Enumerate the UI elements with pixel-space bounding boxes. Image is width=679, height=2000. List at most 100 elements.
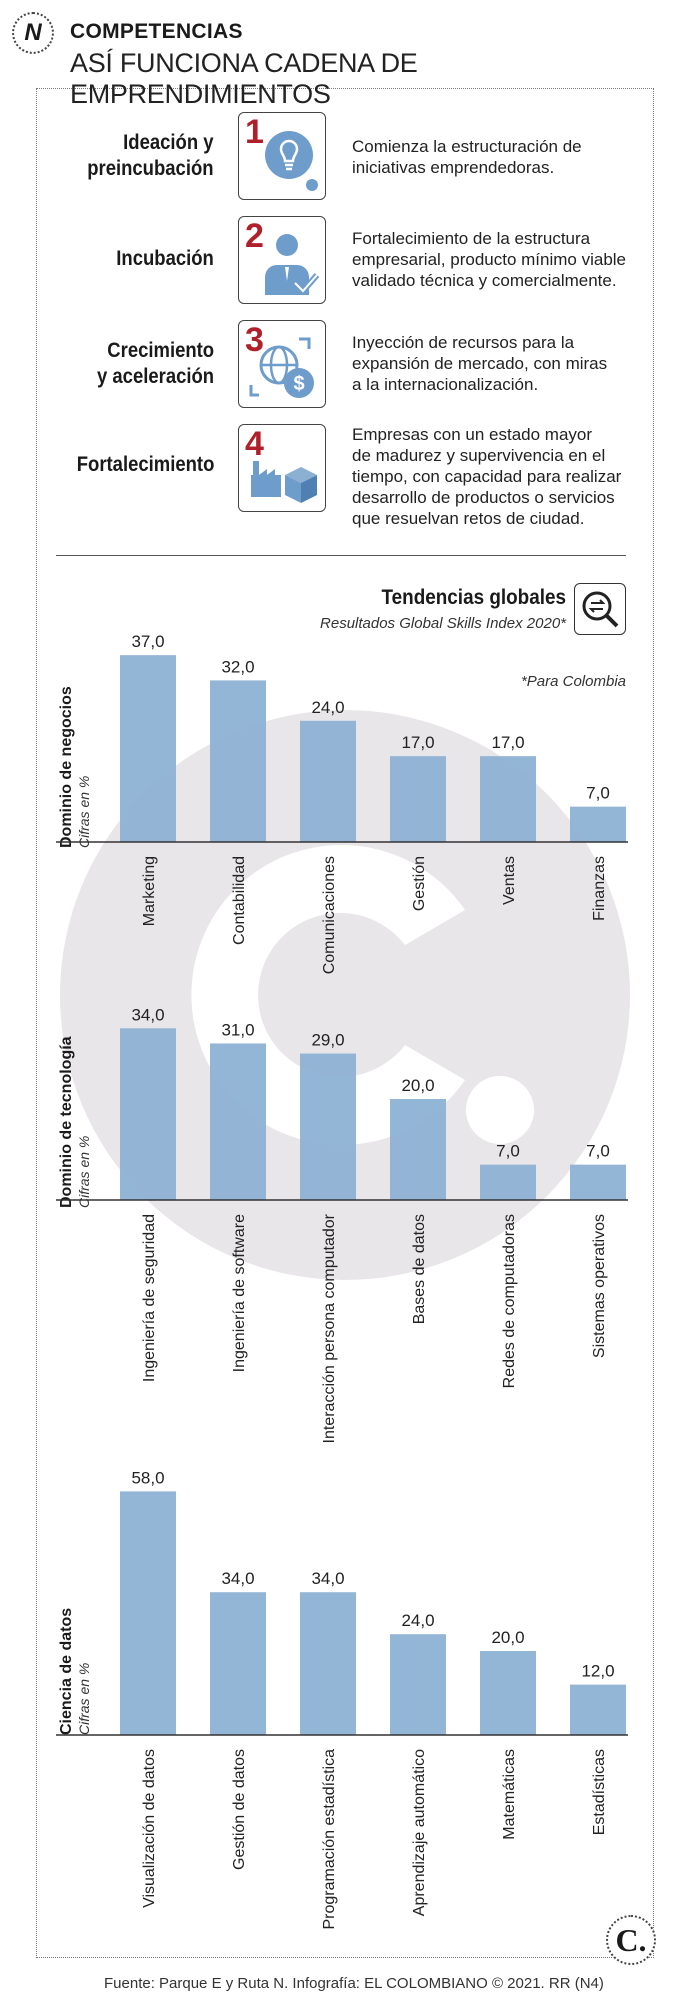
headline: ASÍ FUNCIONA CADENA DE EMPRENDIMIENTOS (70, 48, 418, 109)
stage-3-name-line2: y aceleración (96, 365, 214, 388)
chart-2-group: 34,0 Ingeniería de seguridad 31,0 Ingenierí… (56, 1005, 628, 1443)
stage-1-desc-line: iniciativas emprendedoras. (352, 158, 555, 177)
bar-value-label: 34,0 (131, 1005, 164, 1024)
stage-2-desc-line: empresarial, producto mínimo viable (352, 250, 627, 269)
bar (120, 1491, 176, 1735)
trends-title: Tendencias globales (381, 586, 566, 609)
category-label: Gestión de datos (231, 1749, 248, 1870)
bar (480, 1164, 536, 1200)
category-label: Ingeniería de seguridad (141, 1214, 158, 1382)
logo-letter: N (24, 19, 42, 46)
bar-value-label: 34,0 (311, 1569, 344, 1588)
bar-value-label: 34,0 (221, 1569, 254, 1588)
lightbulb-icon (265, 131, 318, 191)
stage-1-desc-line: Comienza la estructuración de (352, 137, 582, 156)
stage-4-desc-line: de madurez y supervivencia en el (352, 446, 606, 465)
stage-4-name: Fortalecimiento (76, 452, 214, 478)
bar-value-label: 7,0 (496, 1142, 520, 1161)
stage-4-description: Empresas con un estado mayor de madurez … (352, 424, 652, 529)
bar-value-label: 32,0 (221, 657, 254, 676)
category-label: Visualización de datos (141, 1749, 158, 1908)
businessperson-check-icon (265, 234, 320, 296)
stage-3-description: Inyección de recursos para la expansión … (352, 332, 652, 395)
category-label: Ingeniería de software (231, 1214, 248, 1372)
bar-value-label: 7,0 (586, 1142, 610, 1161)
category-label: Contabilidad (231, 856, 248, 945)
bar-value-label: 24,0 (401, 1611, 434, 1630)
bar-value-label: 31,0 (221, 1020, 254, 1039)
category-label: Estadísticas (591, 1749, 608, 1835)
bar-value-label: 37,0 (131, 632, 164, 651)
frame-border (36, 88, 654, 1958)
kicker: COMPETENCIAS (70, 20, 243, 43)
stage-3-box: 3 $ (238, 320, 326, 408)
stage-2-desc-line: validado técnica y comercialmente. (352, 271, 617, 290)
category-label: Ventas (501, 856, 518, 905)
c-watermark-icon (60, 710, 630, 1280)
category-label: Redes de computadoras (501, 1214, 518, 1388)
stage-2-box: 2 (238, 216, 326, 304)
category-label: Finanzas (591, 856, 608, 921)
stage-3-desc-line: Inyección de recursos para la (352, 333, 575, 352)
bar-value-label: 58,0 (131, 1468, 164, 1487)
stage-2-desc-line: Fortalecimiento de la estructura (352, 229, 591, 248)
bar (480, 1651, 536, 1735)
logo-c-letter: C. (615, 1921, 647, 1958)
source-footer: Fuente: Parque E y Ruta N. Infografía: E… (104, 1975, 604, 1992)
bar-value-label: 24,0 (311, 698, 344, 717)
bar (300, 720, 356, 842)
stage-4-box: 4 (238, 424, 326, 512)
svg-text:$: $ (293, 373, 304, 395)
section-divider (56, 555, 626, 556)
newspaper-logo: N (12, 12, 54, 54)
category-label: Gestión (411, 856, 428, 911)
stage-1-number: 1 (245, 113, 264, 151)
category-label: Comunicaciones (321, 856, 338, 974)
stage-4-number: 4 (245, 425, 264, 463)
el-colombiano-logo: C. (606, 1915, 656, 1965)
bar (210, 1043, 266, 1200)
stage-2-description: Fortalecimiento de la estructura empresa… (352, 228, 652, 291)
bar (300, 1592, 356, 1735)
stage-4-desc-line: tiempo, con capacidad para realizar (352, 467, 622, 486)
bar (570, 806, 626, 842)
stage-3-name: Crecimiento y aceleración (97, 338, 214, 390)
stage-2-name-line1: Incubación (116, 247, 214, 270)
bar (120, 1028, 176, 1200)
bar (480, 756, 536, 842)
chart-1-group: 37,0 Marketing 32,0 Contabilidad 24,0 Comunic… (56, 632, 628, 974)
stage-3-name-line1: Crecimiento (107, 339, 214, 362)
frame-top-border (36, 88, 654, 89)
bar (390, 1099, 446, 1200)
bar-value-label: 20,0 (491, 1628, 524, 1647)
chart-3-group: 58,0 Visualización de datos 34,0 Gestión de… (56, 1468, 628, 1930)
bar (570, 1164, 626, 1200)
stage-1-name-line2: preincubación (87, 157, 214, 180)
stage-1-description: Comienza la estructuración de iniciativa… (352, 136, 652, 178)
bar (120, 655, 176, 842)
bar-value-label: 17,0 (401, 733, 434, 752)
stage-3-desc-line: a la internacionalización. (352, 375, 539, 394)
globe-money-icon: $ (249, 337, 314, 398)
bar-value-label: 20,0 (401, 1076, 434, 1095)
bar (300, 1053, 356, 1200)
stage-4-desc-line: desarrollo de productos o servicios (352, 488, 615, 507)
bar (570, 1684, 626, 1735)
category-label: Matemáticas (501, 1749, 518, 1840)
category-label: Marketing (141, 856, 158, 926)
bar-value-label: 7,0 (586, 784, 610, 803)
bar-value-label: 17,0 (491, 733, 524, 752)
stage-1-box: 1 (238, 112, 326, 200)
category-label: Interacción persona computador (321, 1213, 338, 1443)
factory-box-icon (251, 461, 317, 503)
magnifier-arrows-icon (574, 583, 626, 635)
stage-4-desc-line: que resuelvan retos de ciudad. (352, 509, 585, 528)
footnote: *Para Colombia (520, 673, 626, 690)
bar (210, 680, 266, 842)
bar (210, 1592, 266, 1735)
stage-1-name: Ideación y preincubación (88, 130, 214, 182)
category-label: Bases de datos (411, 1214, 428, 1324)
stage-2-number: 2 (245, 217, 264, 255)
category-label: Aprendizaje automático (411, 1749, 428, 1916)
